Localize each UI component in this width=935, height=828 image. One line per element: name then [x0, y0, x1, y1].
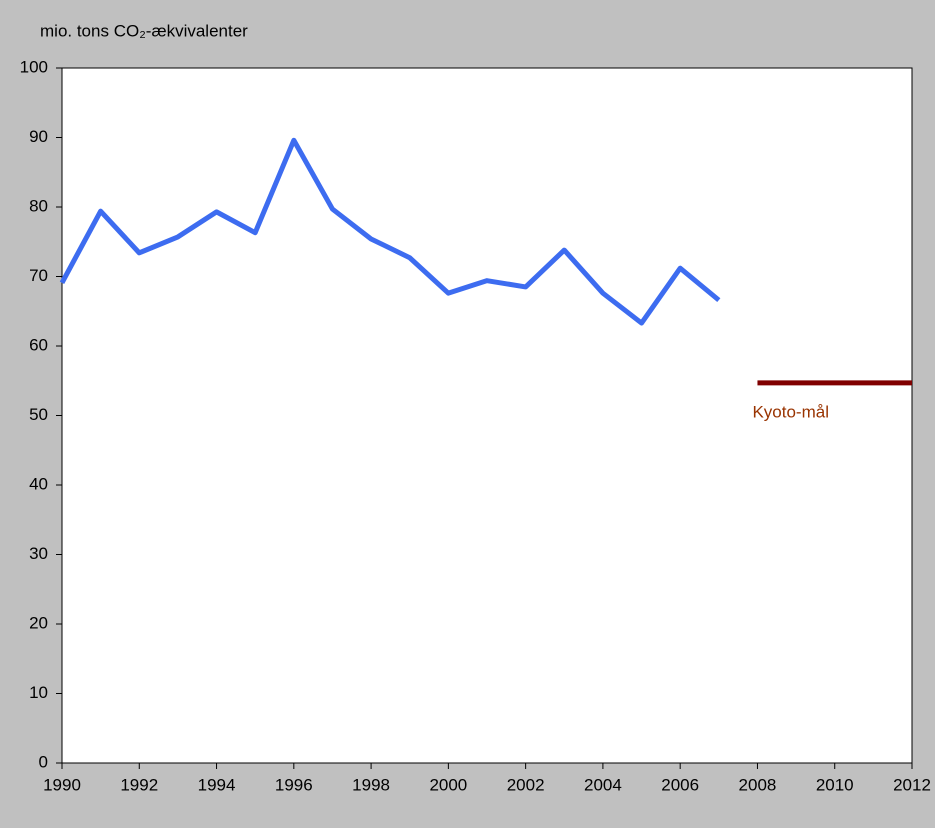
x-tick-label: 1996: [275, 775, 313, 794]
series-line: [59, 137, 721, 326]
plot-area: [61, 67, 913, 764]
x-tick-label: 2008: [739, 775, 777, 794]
x-tick-label: 2002: [507, 775, 545, 794]
x-tick-label: 2006: [661, 775, 699, 794]
x-tick-label: 1994: [198, 775, 236, 794]
x-tick-label: 1990: [43, 775, 81, 794]
y-tick-label: 60: [29, 335, 48, 354]
x-tick-label: 2000: [429, 775, 467, 794]
y-tick-label: 40: [29, 474, 48, 493]
y-tick-label: 100: [20, 57, 48, 76]
y-tick-label: 50: [29, 405, 48, 424]
y-tick-label: 30: [29, 544, 48, 563]
y-tick-label: 10: [29, 683, 48, 702]
series-label: Kyoto-mål: [752, 402, 829, 421]
x-tick-label: 1998: [352, 775, 390, 794]
x-tick-label: 2010: [816, 775, 854, 794]
y-tick-label: 20: [29, 613, 48, 632]
x-tick-label: 2004: [584, 775, 622, 794]
x-tick-label: 1992: [120, 775, 158, 794]
chart-title: mio. tons CO₂-ækvivalenter: [40, 21, 248, 40]
x-tick-label: 2012: [893, 775, 931, 794]
y-tick-label: 0: [39, 752, 48, 771]
y-tick-label: 90: [29, 127, 48, 146]
y-tick-label: 70: [29, 266, 48, 285]
y-tick-label: 80: [29, 196, 48, 215]
